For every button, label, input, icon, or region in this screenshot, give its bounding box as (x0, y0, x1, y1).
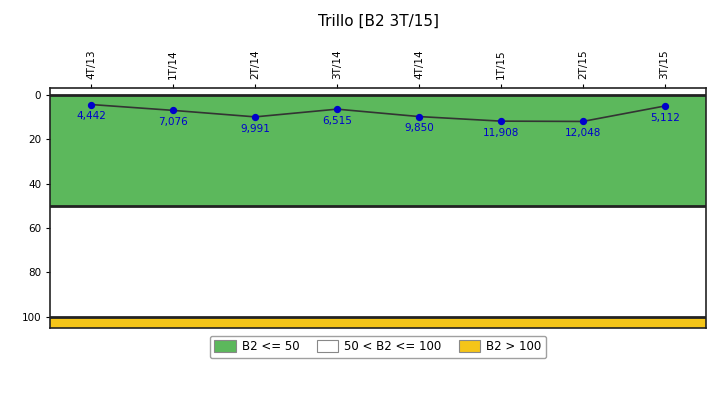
Text: 9,850: 9,850 (404, 123, 434, 133)
Text: 7,076: 7,076 (158, 117, 188, 127)
Title: Trillo [B2 3T/15]: Trillo [B2 3T/15] (318, 14, 438, 28)
Text: 6,515: 6,515 (322, 116, 352, 126)
Text: 11,908: 11,908 (482, 128, 519, 138)
Legend: B2 <= 50, 50 < B2 <= 100, B2 > 100: B2 <= 50, 50 < B2 <= 100, B2 > 100 (210, 336, 546, 358)
Point (413, 113, 425, 120)
Bar (50, 95, 706, 206)
Text: 4,442: 4,442 (76, 111, 107, 121)
Point (577, 118, 588, 125)
Point (168, 107, 179, 114)
Point (249, 114, 261, 120)
Text: 5,112: 5,112 (649, 113, 680, 123)
Point (659, 103, 670, 109)
Point (86, 101, 97, 108)
Bar (50, 206, 706, 317)
Text: 12,048: 12,048 (564, 128, 601, 138)
Point (331, 106, 343, 112)
Text: 9,991: 9,991 (240, 124, 270, 134)
Point (495, 118, 507, 124)
Bar (50, 317, 706, 328)
